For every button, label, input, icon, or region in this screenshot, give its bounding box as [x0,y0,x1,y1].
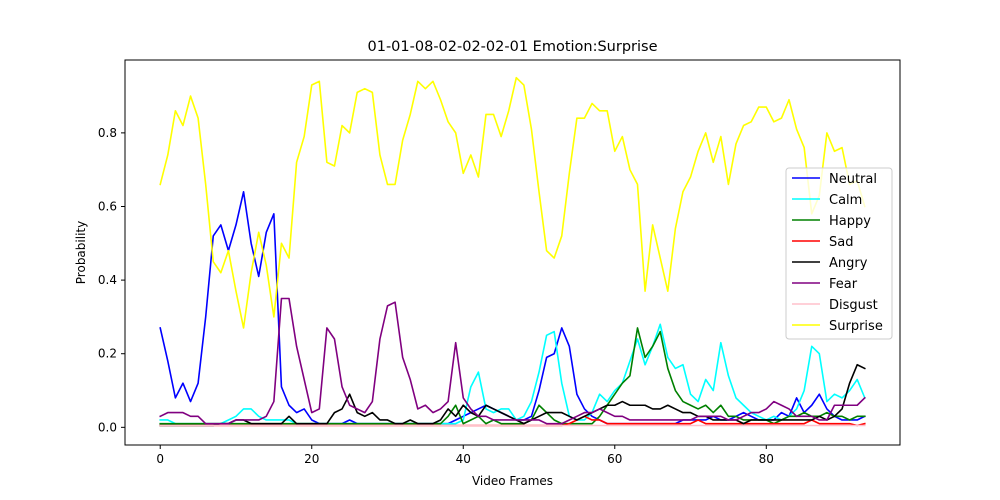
chart-title: 01-01-08-02-02-02-01 Emotion:Surprise [368,39,658,55]
legend: Neutral Calm Happy Sad Angry Fear Disgust Surpr… [785,167,893,340]
legend-label-calm: Calm [829,193,862,208]
x-tick-label: 40 [456,452,471,466]
y-tick-label: 0.8 [98,126,117,140]
x-tick-label: 20 [304,452,319,466]
series-line-calm [159,323,866,425]
x-tick-label: 60 [607,452,622,466]
x-axis-label: Video Frames [472,474,553,488]
x-tick-label: 80 [759,452,774,466]
legend-label-fear: Fear [829,277,858,292]
axis-ticks: 0 20 40 60 80 0.0 0.2 0.4 0.6 0.8 [98,126,774,466]
legend-label-happy: Happy [829,214,871,229]
series-lines [159,76,866,427]
series-line-fear [159,297,866,425]
legend-label-surprise: Surprise [829,319,883,334]
legend-label-angry: Angry [829,256,868,271]
series-line-surprise [159,76,866,329]
y-tick-label: 0.4 [98,273,117,287]
legend-label-disgust: Disgust [829,298,878,313]
x-tick-label: 0 [156,452,164,466]
legend-label-neutral: Neutral [829,172,877,187]
series-line-angry [159,363,866,427]
plot-area-frame [124,59,901,446]
legend-label-sad: Sad [829,235,853,250]
y-tick-label: 0.0 [98,420,117,434]
y-tick-label: 0.6 [98,199,117,213]
y-axis-label: Probability [74,221,88,284]
y-tick-label: 0.2 [98,347,117,361]
legend-box [785,167,893,340]
